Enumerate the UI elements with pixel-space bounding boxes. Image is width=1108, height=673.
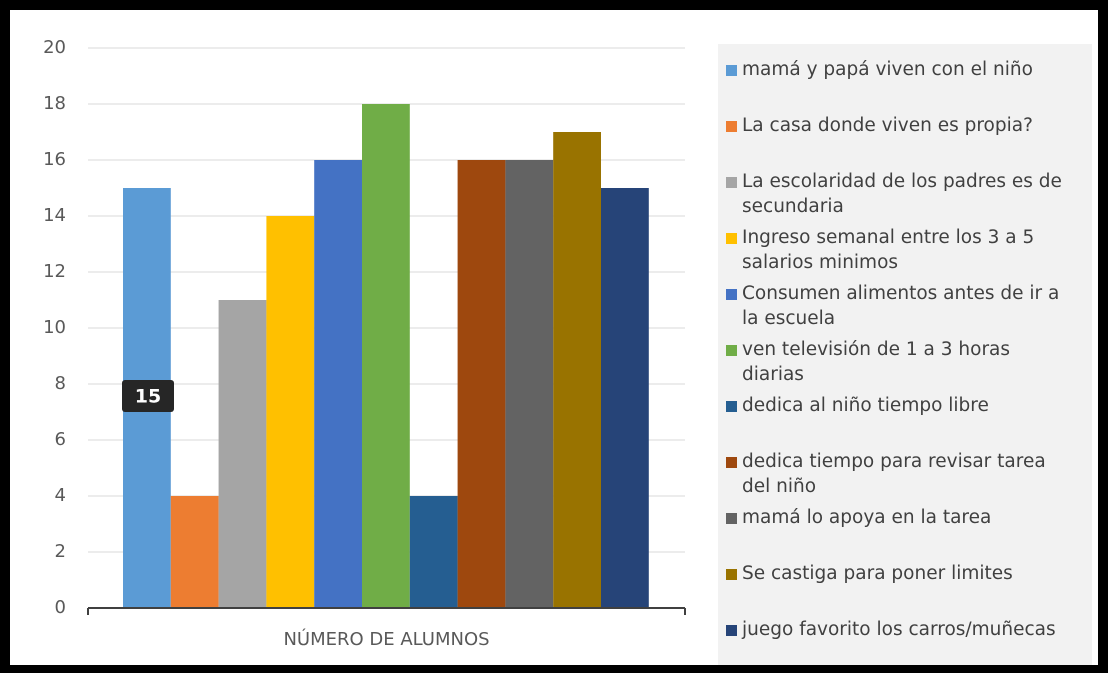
bar bbox=[266, 216, 315, 608]
legend-marker bbox=[726, 345, 737, 356]
legend-label: Consumen alimentos antes de ir a la escu… bbox=[742, 283, 1060, 329]
legend-marker bbox=[726, 233, 737, 244]
y-tick-label: 6 bbox=[55, 429, 66, 450]
legend-marker bbox=[726, 65, 737, 76]
y-tick-label: 10 bbox=[43, 317, 66, 338]
legend-label: Se castiga para poner limites bbox=[742, 563, 1013, 584]
y-tick-label: 4 bbox=[55, 485, 66, 506]
legend-panel bbox=[718, 44, 1092, 665]
y-tick-label: 12 bbox=[43, 261, 66, 282]
data-label-box bbox=[122, 380, 174, 412]
bar bbox=[601, 188, 649, 608]
y-tick-label: 20 bbox=[43, 37, 66, 58]
legend-label: dedica al niño tiempo libre bbox=[742, 395, 989, 416]
legend-label: ven televisión de 1 a 3 horas diarias bbox=[742, 339, 1011, 385]
legend-marker bbox=[726, 401, 737, 412]
legend-label: La casa donde viven es propia? bbox=[742, 115, 1033, 136]
legend-marker bbox=[726, 513, 737, 524]
data-label: 15 bbox=[135, 386, 161, 408]
legend-marker bbox=[726, 625, 737, 636]
bar bbox=[409, 496, 458, 608]
y-tick-label: 2 bbox=[55, 541, 66, 562]
x-tick-label: NÚMERO DE ALUMNOS bbox=[283, 628, 489, 650]
bar bbox=[505, 160, 554, 608]
bar bbox=[314, 160, 362, 608]
y-tick-label: 14 bbox=[43, 205, 66, 226]
legend-label: dedica tiempo para revisar tarea del niñ… bbox=[742, 451, 1046, 497]
legend-label: mamá y papá viven con el niño bbox=[742, 59, 1033, 80]
y-tick-label: 0 bbox=[55, 597, 66, 618]
y-tick-label: 16 bbox=[43, 149, 66, 170]
legend-marker bbox=[726, 569, 737, 580]
bar bbox=[170, 496, 219, 608]
legend-marker bbox=[726, 457, 737, 468]
y-tick-label: 8 bbox=[55, 373, 66, 394]
legend-label: Ingreso semanal entre los 3 a 5 salarios… bbox=[742, 227, 1035, 273]
bar bbox=[553, 132, 601, 608]
y-tick-label: 18 bbox=[43, 93, 66, 114]
legend-marker bbox=[726, 121, 737, 132]
bar bbox=[218, 300, 267, 608]
legend-marker bbox=[726, 289, 737, 300]
legend-label: mamá lo apoya en la tarea bbox=[742, 507, 992, 528]
legend-marker bbox=[726, 177, 737, 188]
bar bbox=[362, 104, 410, 608]
legend-label: juego favorito los carros/muñecas bbox=[742, 619, 1056, 640]
bar bbox=[457, 160, 506, 608]
legend-label: La escolaridad de los padres es de secun… bbox=[742, 171, 1062, 217]
